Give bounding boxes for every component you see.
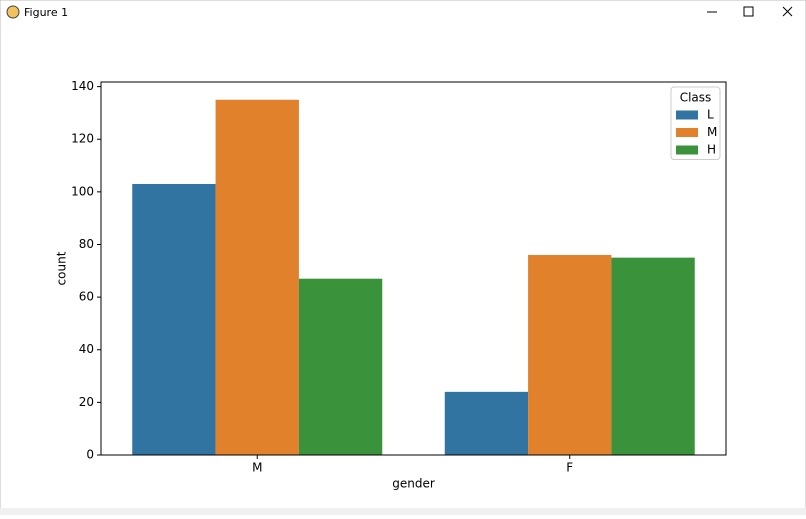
- x-tick-label: M: [252, 461, 262, 475]
- toolbar: [0, 508, 806, 515]
- bar: [528, 255, 612, 455]
- window-title: Figure 1: [24, 6, 68, 19]
- bar: [132, 183, 216, 455]
- x-axis-label: gender: [392, 477, 435, 491]
- y-tick-label: 40: [79, 342, 94, 356]
- y-tick-label: 60: [79, 290, 94, 304]
- legend-swatch: [676, 145, 698, 155]
- bar: [215, 99, 299, 455]
- y-tick-label: 80: [79, 237, 94, 251]
- app-icon: [6, 5, 20, 19]
- y-tick-label: 140: [71, 79, 94, 93]
- legend-swatch: [676, 128, 698, 137]
- legend-label: M: [707, 125, 717, 139]
- legend-title: Class: [680, 91, 712, 105]
- close-button[interactable]: [782, 6, 793, 17]
- y-tick-label: 20: [79, 395, 94, 409]
- bar: [611, 257, 695, 455]
- y-tick-label: 100: [71, 184, 94, 198]
- y-axis-label: count: [55, 251, 69, 285]
- y-tick-label: 0: [86, 448, 94, 462]
- y-tick-label: 120: [71, 132, 94, 146]
- legend-label: L: [707, 108, 714, 122]
- bar: [298, 278, 383, 455]
- axes-frame: [100, 81, 727, 456]
- legend-label: H: [707, 143, 716, 157]
- x-tick-label: F: [566, 461, 573, 475]
- bar: [444, 391, 529, 455]
- legend-swatch: [676, 110, 698, 120]
- maximize-button[interactable]: [743, 6, 754, 17]
- legend-box: [670, 86, 721, 160]
